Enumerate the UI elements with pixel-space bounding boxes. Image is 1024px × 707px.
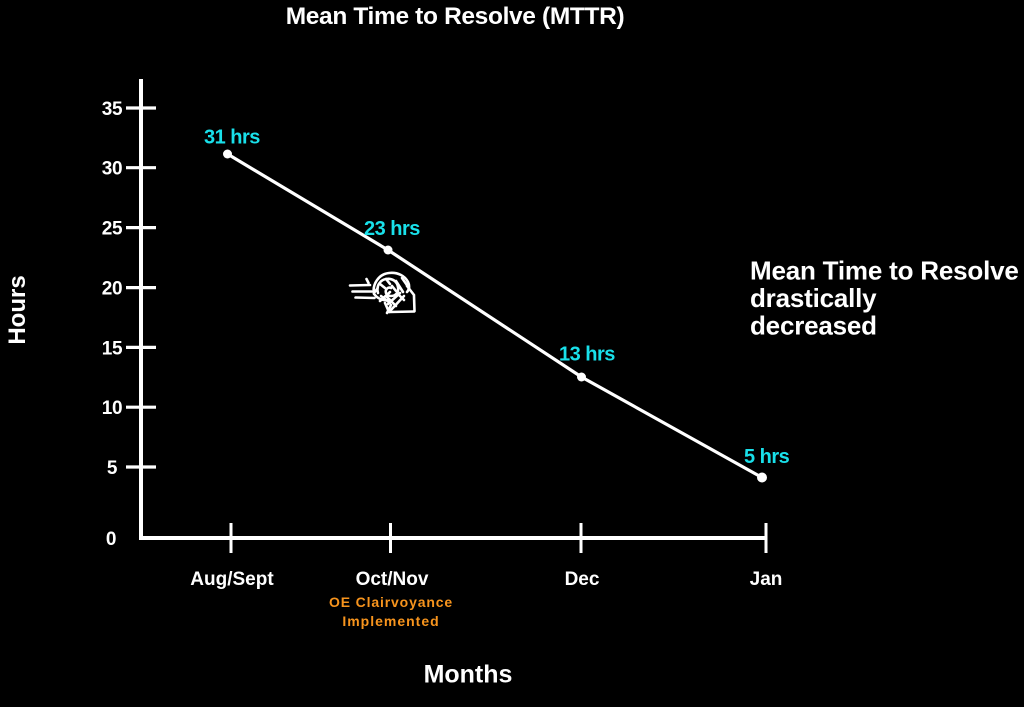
svg-text:35: 35	[102, 99, 123, 120]
svg-text:31 hrs: 31 hrs	[204, 127, 260, 149]
svg-text:10: 10	[102, 398, 123, 419]
svg-text:5: 5	[107, 458, 118, 479]
svg-text:Oct/Nov: Oct/Nov	[356, 569, 429, 590]
svg-text:Hours: Hours	[4, 275, 31, 344]
svg-text:decreased: decreased	[750, 311, 877, 341]
svg-text:Dec: Dec	[565, 569, 600, 590]
svg-text:Mean Time to Resolve (MTTR): Mean Time to Resolve (MTTR)	[286, 3, 625, 30]
svg-text:Jan: Jan	[750, 569, 783, 590]
svg-text:OE Clairvoyance: OE Clairvoyance	[329, 594, 453, 610]
svg-text:0: 0	[106, 529, 116, 550]
svg-text:Implemented: Implemented	[342, 613, 439, 629]
svg-text:15: 15	[102, 338, 123, 359]
svg-text:25: 25	[102, 219, 123, 240]
svg-text:30: 30	[102, 159, 123, 180]
svg-text:5 hrs: 5 hrs	[744, 446, 790, 468]
svg-text:13 hrs: 13 hrs	[559, 344, 615, 366]
svg-text:23 hrs: 23 hrs	[364, 218, 420, 240]
svg-text:20: 20	[102, 279, 123, 300]
svg-text:Mean Time to Resolve: Mean Time to Resolve	[750, 256, 1019, 286]
svg-text:Aug/Sept: Aug/Sept	[190, 569, 274, 590]
svg-text:drastically: drastically	[750, 283, 877, 313]
svg-text:Months: Months	[424, 661, 513, 689]
